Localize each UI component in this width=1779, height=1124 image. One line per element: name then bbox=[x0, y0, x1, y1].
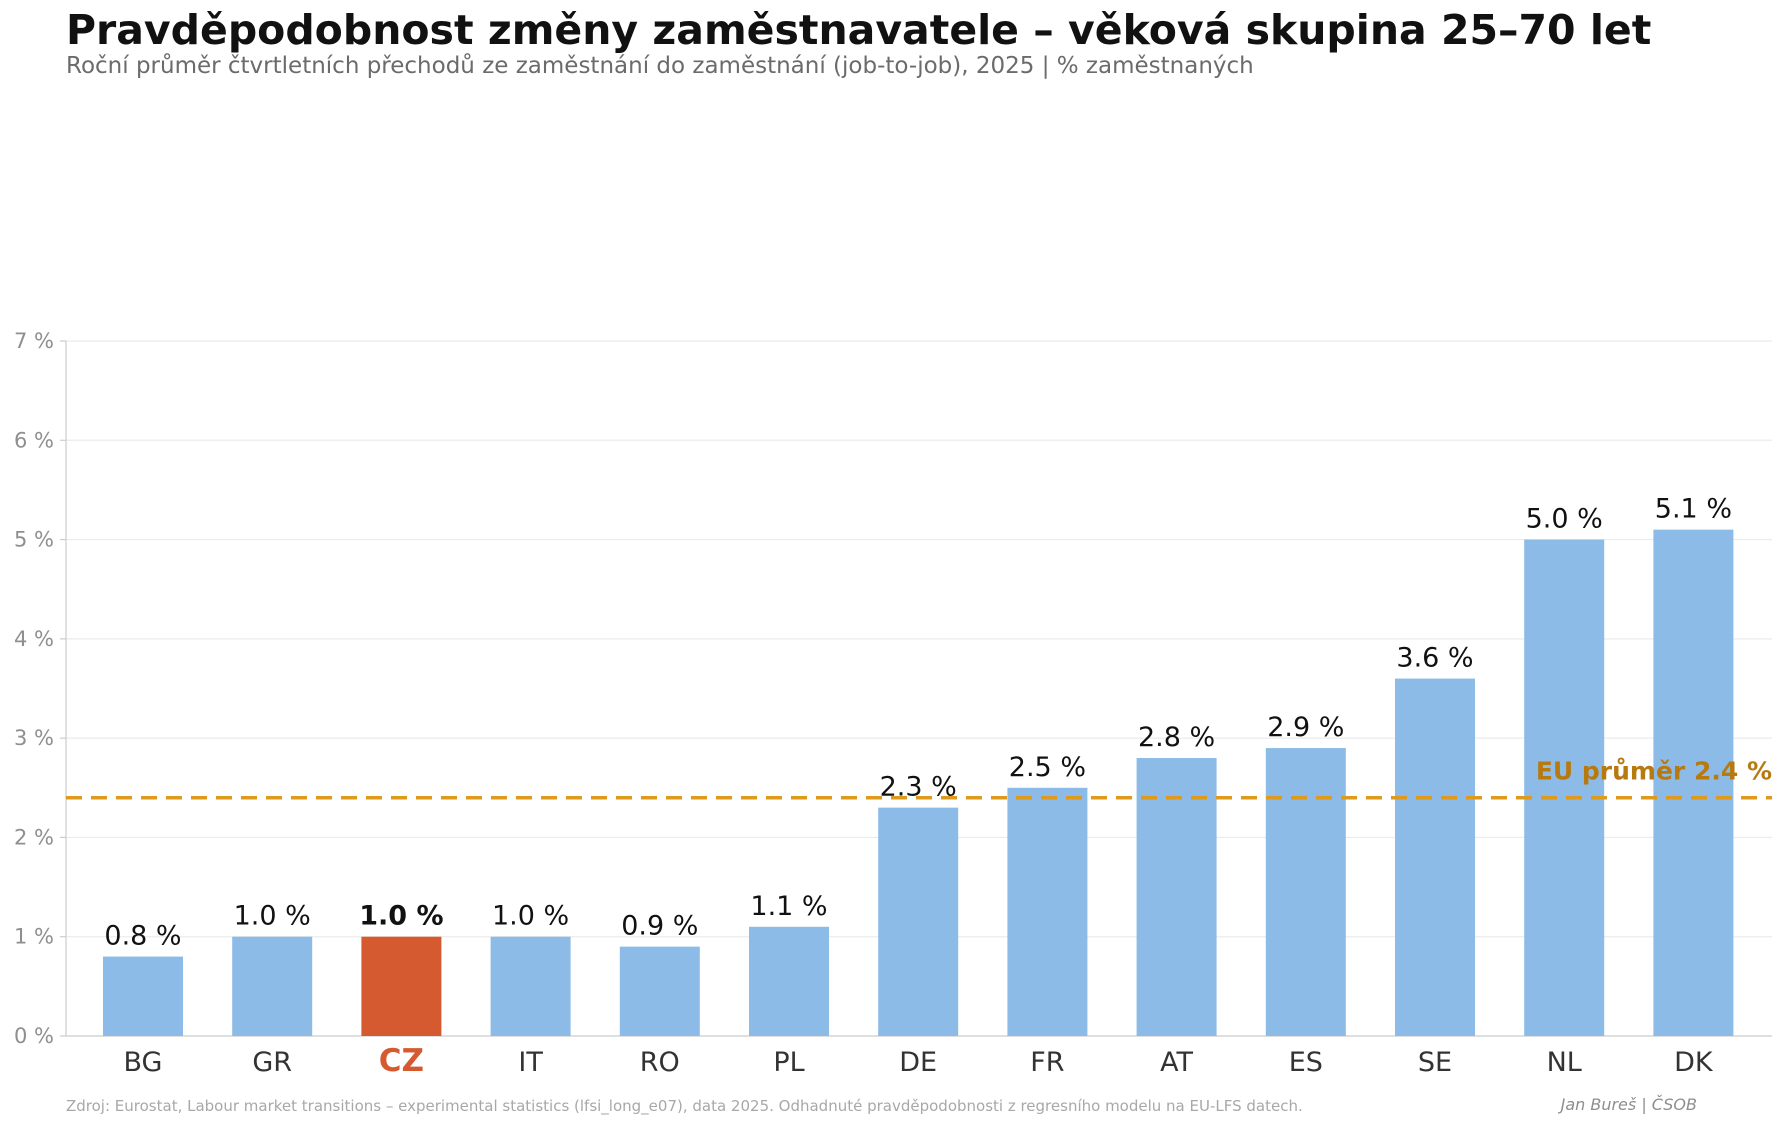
value-label-pl: 1.1 % bbox=[750, 891, 827, 922]
y-tick-label: 0 % bbox=[14, 1024, 54, 1048]
value-labels: 0.8 %1.0 % 1.0 % 1.0 % 0.9 %1.1 %2.3 %2.5 %… bbox=[104, 494, 1732, 952]
value-label-it: 1.0 % bbox=[492, 901, 569, 932]
value-label-es: 2.9 % bbox=[1267, 712, 1344, 743]
bar-ro bbox=[619, 946, 700, 1036]
y-tick-labels: 0 % 1 % 2 % 3 % 4 % 5 % 6 % 7 % bbox=[14, 329, 54, 1048]
y-tick-label: 1 % bbox=[14, 925, 54, 949]
source-note: Zdroj: Eurostat, Labour market transitio… bbox=[66, 1097, 1303, 1115]
x-tick-label-nl: NL bbox=[1547, 1047, 1582, 1078]
bar-dk bbox=[1653, 529, 1734, 1036]
bar-it bbox=[490, 936, 571, 1036]
bar-cz bbox=[361, 936, 442, 1036]
y-tick-label: 6 % bbox=[14, 428, 54, 452]
x-tick-label-at: AT bbox=[1160, 1047, 1193, 1078]
value-label-nl: 5.0 % bbox=[1526, 504, 1603, 535]
grid-lines bbox=[66, 340, 1772, 938]
chart-subtitle: Roční průměr čtvrtletních přechodů ze za… bbox=[66, 53, 1254, 79]
bars bbox=[103, 529, 1734, 1036]
x-tick-label-cz: CZ bbox=[379, 1043, 424, 1079]
author-credit: Jan Bureš | ČSOB bbox=[1560, 1095, 1697, 1114]
x-tick-label-bg: BG bbox=[124, 1047, 163, 1078]
bar-es bbox=[1265, 748, 1346, 1036]
value-label-at: 2.8 % bbox=[1138, 722, 1215, 753]
x-tick-label-ro: RO bbox=[640, 1047, 680, 1078]
x-tick-label-it: IT bbox=[518, 1047, 543, 1078]
bar-bg bbox=[103, 956, 183, 1036]
x-tick-label-es: ES bbox=[1289, 1047, 1323, 1078]
chart-title: Pravděpodobnost změny zaměstnavatele – v… bbox=[66, 6, 1652, 54]
y-tick-label: 5 % bbox=[14, 528, 54, 552]
x-tick-label-pl: PL bbox=[773, 1047, 804, 1078]
bar-at bbox=[1136, 758, 1217, 1036]
value-label-gr: 1.0 % bbox=[234, 901, 311, 932]
y-tick-label: 4 % bbox=[14, 627, 54, 651]
x-tick-label-fr: FR bbox=[1030, 1047, 1064, 1078]
eu-average-reference: EU průměr 2.4 % bbox=[66, 757, 1772, 800]
value-label-dk: 5.1 % bbox=[1655, 494, 1732, 525]
value-label-cz: 1.0 % bbox=[359, 901, 443, 932]
value-label-bg: 0.8 % bbox=[104, 921, 181, 952]
x-tick-label-dk: DK bbox=[1674, 1047, 1714, 1078]
bar-fr bbox=[1007, 787, 1088, 1036]
value-label-ro: 0.9 % bbox=[621, 911, 698, 942]
y-tick-label: 2 % bbox=[14, 825, 54, 849]
x-tick-label-de: DE bbox=[899, 1047, 937, 1078]
bar-nl bbox=[1524, 539, 1605, 1036]
x-tick-labels: BG GR CZ IT RO PL DE FR AT ES SE NL DK bbox=[124, 1043, 1714, 1079]
bar-gr bbox=[232, 936, 313, 1036]
x-tick-label-se: SE bbox=[1418, 1047, 1452, 1078]
x-tick-label-gr: GR bbox=[252, 1047, 292, 1078]
y-tick-label: 7 % bbox=[14, 329, 54, 353]
y-tick-label: 3 % bbox=[14, 726, 54, 750]
bar-de bbox=[878, 807, 959, 1036]
bar-pl bbox=[749, 926, 829, 1036]
value-label-fr: 2.5 % bbox=[1009, 752, 1086, 783]
bar-se bbox=[1395, 678, 1475, 1036]
eu-average-label: EU průměr 2.4 % bbox=[1536, 757, 1772, 786]
value-label-se: 3.6 % bbox=[1396, 643, 1473, 674]
